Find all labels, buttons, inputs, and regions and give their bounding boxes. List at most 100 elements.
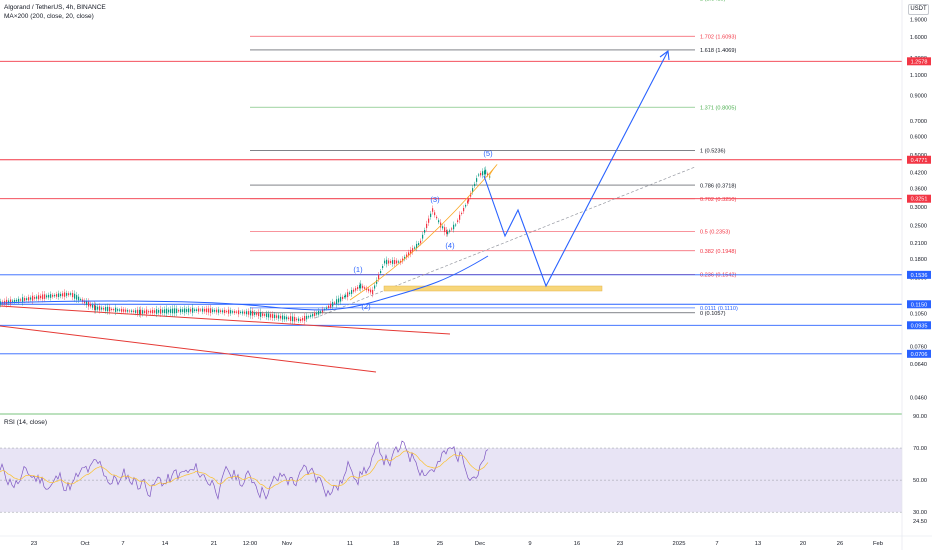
candle-body bbox=[308, 316, 310, 318]
candle-body bbox=[218, 309, 220, 313]
time-tick: 23 bbox=[31, 541, 37, 547]
candle-body bbox=[216, 309, 218, 313]
fib-label: 0.5 (0.2353) bbox=[700, 230, 730, 236]
candle-body bbox=[28, 297, 30, 301]
wave-label: (3) bbox=[430, 195, 440, 204]
price-tag-label: 0.1536 bbox=[911, 273, 928, 279]
currency-badge[interactable]: USDT bbox=[908, 4, 929, 15]
candle-body bbox=[294, 316, 296, 322]
candle-body bbox=[364, 287, 366, 289]
candle-body bbox=[300, 319, 302, 321]
time-axis[interactable]: 23 Oct 7 14 21 12:00 Nov 11 18 25 Dec 9 16 23 2025 7 13 2… bbox=[0, 535, 932, 547]
candle-body bbox=[140, 309, 142, 315]
rsi-ma-line bbox=[0, 450, 489, 490]
candle-body bbox=[322, 309, 324, 313]
fib-label: 0.786 (0.3718) bbox=[700, 183, 737, 189]
fib-label: 0.0111 (0.1110) bbox=[700, 306, 738, 312]
time-tick: 13 bbox=[755, 541, 761, 547]
time-tick: 23 bbox=[617, 541, 623, 547]
rsi-tick: 90.00 bbox=[913, 414, 927, 420]
candle-body bbox=[292, 316, 294, 322]
candle-body bbox=[408, 252, 410, 256]
candle-body bbox=[480, 172, 482, 176]
fib-label: 0 (0.1057) bbox=[700, 311, 726, 317]
candle-body bbox=[340, 296, 342, 302]
candle-body bbox=[428, 218, 430, 223]
candle-body bbox=[328, 305, 330, 308]
candle-body bbox=[320, 311, 322, 313]
rsi-tick: 50.00 bbox=[913, 478, 927, 484]
candle-body bbox=[131, 310, 133, 312]
candle-body bbox=[42, 294, 44, 300]
candle-body bbox=[196, 309, 198, 311]
time-tick: Nov bbox=[282, 541, 292, 547]
candle-body bbox=[125, 309, 127, 312]
candle-body bbox=[24, 298, 26, 301]
candle-body bbox=[94, 304, 96, 310]
rsi-line bbox=[0, 440, 489, 501]
candle-body bbox=[123, 309, 125, 312]
candle-body bbox=[256, 312, 258, 315]
candle-body bbox=[326, 307, 328, 309]
price-tag-label: 0.4771 bbox=[911, 158, 928, 164]
candle-body bbox=[246, 311, 248, 315]
zone-rect bbox=[383, 285, 603, 292]
price-tag-label: 0.3251 bbox=[911, 197, 928, 203]
symbol-legend[interactable]: Algorand / TetherUS, 4h, BINANCE bbox=[4, 4, 106, 11]
candle-body bbox=[461, 212, 463, 215]
candle-body bbox=[386, 259, 388, 265]
candle-body bbox=[168, 309, 170, 313]
candle-body bbox=[430, 213, 432, 218]
candle-body bbox=[414, 247, 416, 249]
candle-body bbox=[121, 308, 123, 312]
projection-line bbox=[483, 50, 669, 288]
candle-body bbox=[332, 302, 334, 307]
candle-body bbox=[260, 311, 262, 317]
candle-body bbox=[316, 312, 318, 315]
candle-body bbox=[396, 260, 398, 264]
candle-body bbox=[86, 300, 88, 305]
candle-body bbox=[422, 234, 424, 239]
candle-body bbox=[92, 304, 94, 308]
ma-legend[interactable]: MA×200 (200, close, 20, close) bbox=[4, 13, 94, 20]
candle-body bbox=[90, 303, 92, 307]
price-tag bbox=[907, 349, 931, 358]
candle-body bbox=[148, 311, 150, 313]
candle-body bbox=[80, 299, 82, 301]
rsi-legend[interactable]: RSI (14, close) bbox=[4, 419, 47, 426]
candle-body bbox=[240, 311, 242, 313]
candle-body bbox=[180, 309, 182, 313]
candle-body bbox=[88, 301, 90, 307]
candle-body bbox=[366, 287, 368, 291]
candle-body bbox=[54, 294, 56, 297]
projection-arrow bbox=[659, 49, 670, 61]
candle-body bbox=[160, 309, 162, 314]
candle-body bbox=[380, 270, 382, 274]
price-tick: 0.2100 bbox=[910, 241, 927, 247]
candle-body bbox=[314, 312, 316, 316]
time-tick: 11 bbox=[347, 541, 353, 547]
candle-body bbox=[62, 293, 64, 297]
price-tag-label: 0.1150 bbox=[911, 302, 927, 308]
candle-body bbox=[416, 243, 418, 249]
time-tick: Oct bbox=[80, 541, 89, 547]
fib-label: 0.236 (0.1542) bbox=[700, 273, 737, 279]
rsi-pane: 90.00 70.00 50.00 30.00 24.50 bbox=[0, 413, 927, 525]
candle-body bbox=[336, 299, 338, 305]
candle-body bbox=[463, 207, 465, 212]
candle-body bbox=[276, 315, 278, 318]
candle-body bbox=[355, 288, 357, 291]
price-tick: 0.7000 bbox=[910, 119, 927, 125]
candle-body bbox=[30, 297, 32, 300]
price-tick: 0.4200 bbox=[910, 171, 927, 177]
time-tick: Feb bbox=[873, 541, 883, 547]
time-tick: 16 bbox=[574, 541, 580, 547]
wave-label: (5) bbox=[483, 149, 493, 158]
fib-label: 0.382 (0.1948) bbox=[700, 249, 737, 255]
candle-body bbox=[162, 309, 164, 313]
candle-body bbox=[282, 315, 284, 320]
candle-body bbox=[111, 308, 113, 310]
candle-body bbox=[470, 193, 472, 197]
candle-body bbox=[444, 227, 446, 232]
